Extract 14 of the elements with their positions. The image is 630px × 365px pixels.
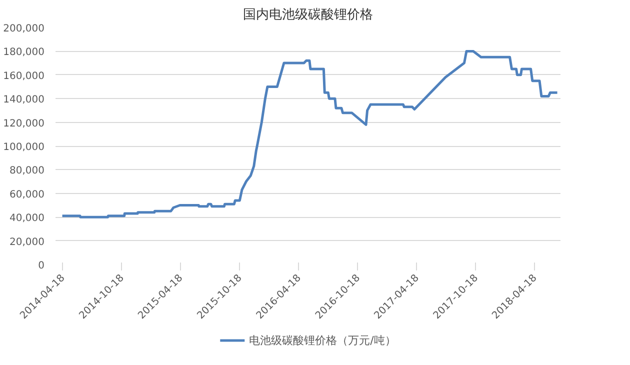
y-tick-label: 40,000	[10, 213, 45, 224]
y-tick-label: 160,000	[3, 70, 45, 82]
y-tick-label: 180,000	[3, 47, 45, 58]
legend-label: 电池级碳酸锂价格（万元/吨）	[249, 332, 396, 348]
y-tick-label: 60,000	[10, 189, 45, 200]
y-tick-label: 20,000	[10, 236, 45, 248]
y-tick-label: 0	[38, 260, 45, 272]
line-series	[61, 50, 559, 218]
y-tick-label: 120,000	[3, 118, 45, 130]
y-tick-label: 140,000	[3, 94, 45, 106]
y-tick-label: 80,000	[10, 166, 45, 177]
chart-title: 国内电池级碳酸锂价格	[243, 8, 373, 22]
y-tick-label: 200,000	[3, 24, 45, 34]
y-tick-label: 100,000	[3, 142, 45, 153]
